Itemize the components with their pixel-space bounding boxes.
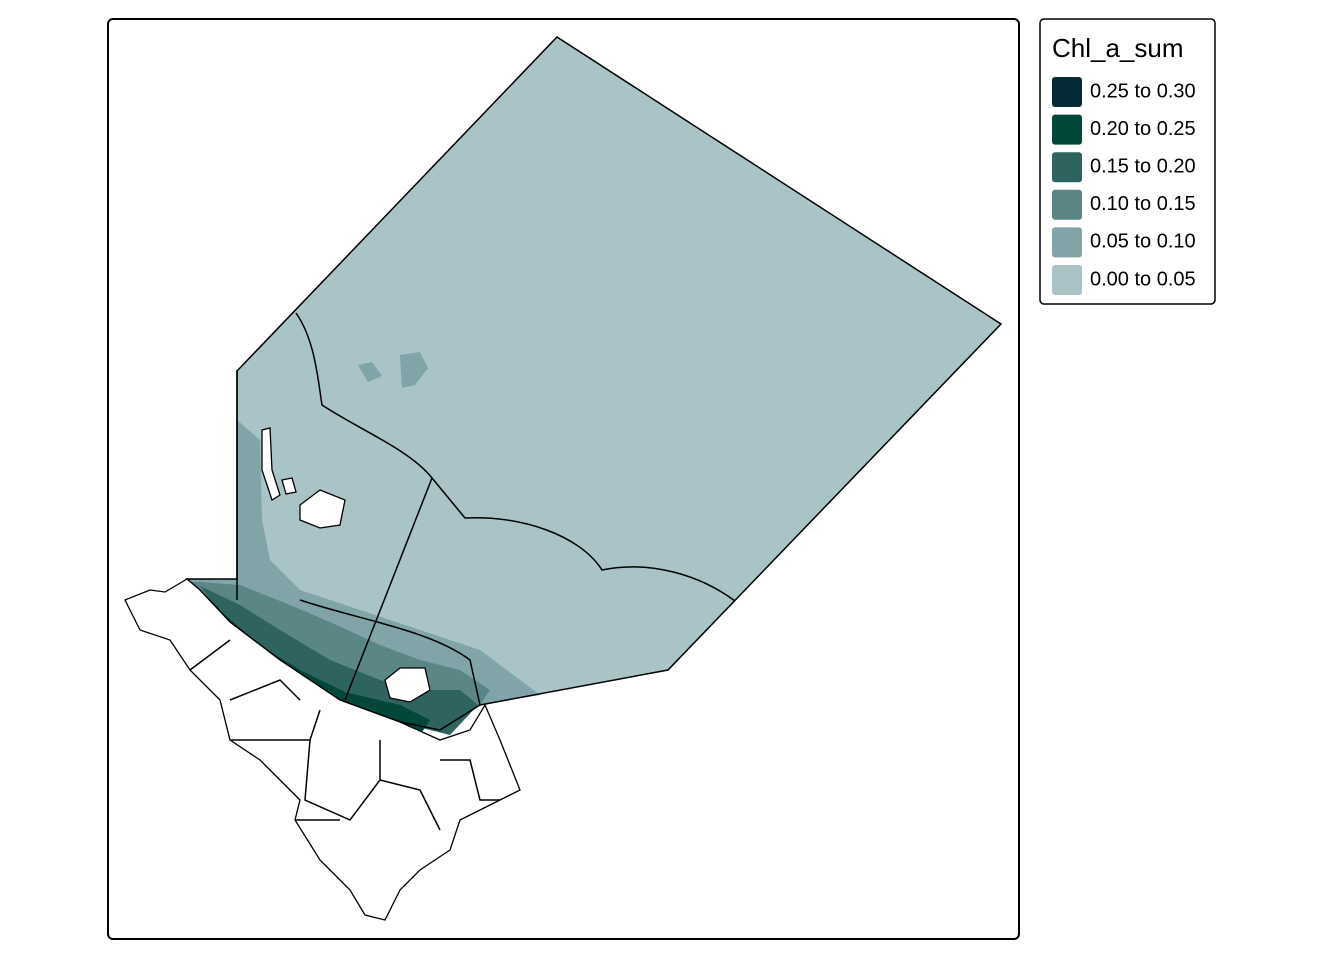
boundary-line: [295, 312, 736, 602]
legend-swatch: [1052, 152, 1082, 183]
island: [299, 489, 346, 529]
legend-label: 0.00 to 0.05: [1090, 268, 1196, 290]
boundary-line: [236, 371, 481, 706]
legend-swatch: [1052, 77, 1082, 107]
island: [384, 667, 431, 703]
island: [261, 427, 281, 501]
zone: [358, 362, 382, 382]
legend-label: 0.10 to 0.15: [1090, 193, 1196, 215]
legend-label: 0.15 to 0.20: [1090, 155, 1196, 177]
zone: [200, 588, 430, 735]
legend-title: Chl_a_sum: [1052, 33, 1184, 63]
land: [124, 427, 521, 921]
legend-label: 0.25 to 0.30: [1090, 80, 1196, 102]
legend-swatch: [1052, 189, 1082, 220]
legend-swatch: [1052, 265, 1082, 295]
legend-swatch: [1052, 114, 1082, 145]
legend-label: 0.05 to 0.10: [1090, 231, 1196, 253]
zone: [400, 352, 428, 388]
legend-label: 0.20 to 0.25: [1090, 118, 1196, 140]
legend-swatch: [1052, 227, 1082, 258]
mainland: [124, 578, 521, 921]
legend-items: 0.25 to 0.30 0.20 to 0.25 0.15 to 0.20 0.10…: [1052, 77, 1196, 295]
zone: [187, 37, 1001, 730]
boundary-line: [344, 477, 433, 701]
legend-box: [1039, 18, 1216, 305]
island: [281, 477, 297, 495]
municipal-border: [189, 639, 500, 831]
